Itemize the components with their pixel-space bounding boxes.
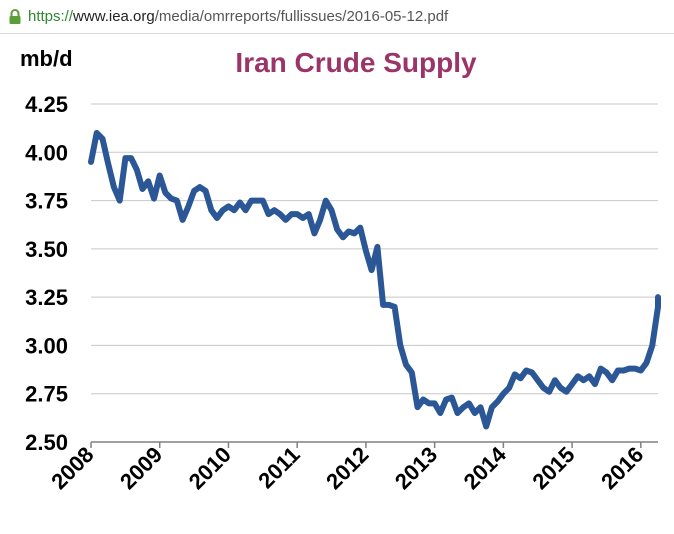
url-text[interactable]: https://www.iea.org/media/omrreports/ful… bbox=[28, 7, 448, 27]
series-line bbox=[88, 130, 661, 430]
x-tick-label: 2014 bbox=[459, 441, 512, 494]
x-tick-label: 2013 bbox=[390, 442, 442, 494]
y-tick-label: 2.75 bbox=[25, 382, 68, 407]
x-tick-label: 2009 bbox=[115, 442, 167, 494]
x-tick-label: 2016 bbox=[596, 442, 648, 494]
y-tick-label: 3.25 bbox=[25, 285, 68, 310]
y-tick-label: 4.00 bbox=[25, 140, 68, 165]
y-tick-label: 3.00 bbox=[25, 333, 68, 358]
y-tick-label: 4.25 bbox=[25, 92, 68, 117]
x-tick-label: 2012 bbox=[321, 442, 373, 494]
y-tick-label: 3.50 bbox=[25, 237, 68, 262]
url-host: www.iea.org bbox=[73, 8, 155, 25]
y-tick-label: 3.75 bbox=[25, 189, 68, 214]
plot-area bbox=[88, 130, 661, 430]
y-axis-label: mb/d bbox=[20, 46, 73, 71]
y-tick-label: 2.50 bbox=[25, 430, 68, 455]
address-bar[interactable]: https://www.iea.org/media/omrreports/ful… bbox=[0, 0, 674, 34]
x-tick-label: 2011 bbox=[253, 442, 304, 493]
line-chart: Iran Crude Supply mb/d 4.25 4.00 3.75 3.50 3… bbox=[20, 46, 661, 494]
x-axis-ticks: 2008 2009 2010 2011 2012 2013 2014 2015 2016 bbox=[46, 441, 648, 494]
url-path: /media/omrreports/fullissues/2016-05-12.… bbox=[154, 8, 449, 25]
chart-title: Iran Crude Supply bbox=[235, 47, 477, 78]
x-tick-label: 2015 bbox=[527, 442, 579, 494]
lock-icon bbox=[9, 9, 21, 24]
url-scheme: https:// bbox=[28, 8, 74, 25]
x-tick-label: 2010 bbox=[184, 442, 236, 494]
y-axis-ticks: 4.25 4.00 3.75 3.50 3.25 3.00 2.75 2.50 bbox=[25, 92, 68, 455]
gridlines bbox=[91, 103, 658, 395]
